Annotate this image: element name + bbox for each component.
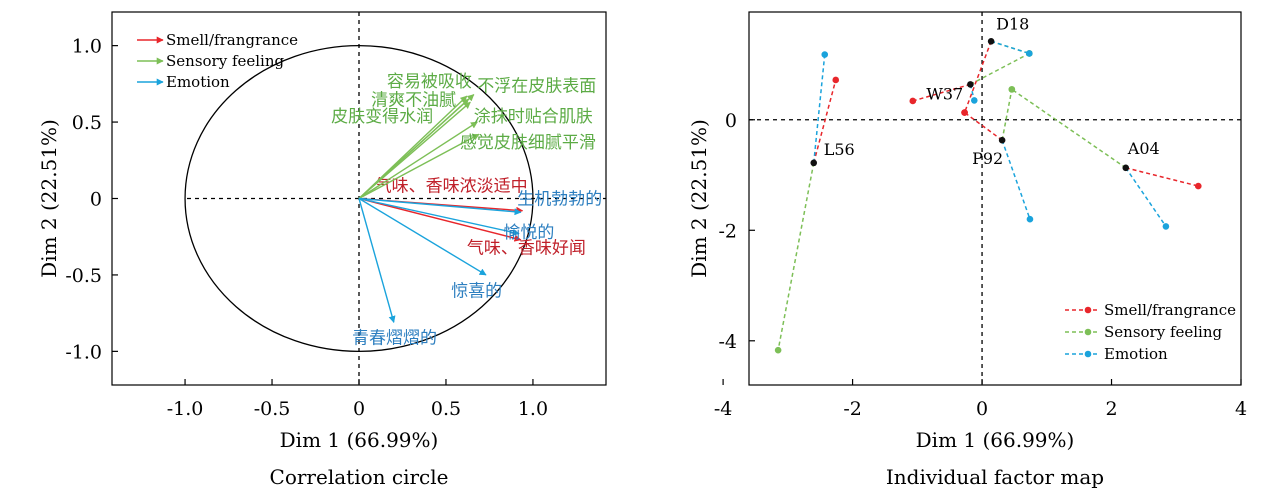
y-tick-label: -4 xyxy=(718,331,737,353)
vector-arrow-emotion xyxy=(358,197,522,216)
product-label: W37 xyxy=(926,84,963,103)
vector-label: 不浮在皮肤表面 xyxy=(477,76,596,96)
connector-d18 xyxy=(990,40,1030,55)
point-smell-frangrance-l56 xyxy=(832,76,840,84)
y-axis-label: Dim 2 (22.51%) xyxy=(37,119,61,278)
legend-label: Smell/frangrance xyxy=(1104,301,1236,319)
vector-arrow-sensory-feeling xyxy=(358,94,475,200)
y-tick-label: 1.0 xyxy=(72,36,102,58)
connector-p92 xyxy=(1001,139,1031,220)
y-axis-label: Dim 2 (22.51%) xyxy=(687,119,711,278)
point-emotion-d18 xyxy=(1026,50,1033,57)
point-emotion-p92 xyxy=(1026,215,1034,223)
point-sensory-feeling-a04 xyxy=(1008,86,1016,93)
connector-p92 xyxy=(964,111,1003,141)
vector-arrow-emotion xyxy=(358,198,396,323)
connector-a04 xyxy=(1125,167,1167,227)
connector-p92 xyxy=(1001,89,1013,141)
legend: Smell/frangrance Sensory feeling Emotion xyxy=(137,31,298,91)
y-tick-label: 0 xyxy=(725,110,737,132)
connector-d18 xyxy=(990,40,1030,55)
vector-arrow-emotion xyxy=(358,197,520,236)
point-smell-frangrance-p92 xyxy=(961,109,968,116)
legend-label: Sensory feeling xyxy=(1104,323,1223,341)
vector-label: 感觉皮肤细腻平滑 xyxy=(460,133,596,153)
x-tick-label: 4 xyxy=(1235,398,1247,420)
vector-label: 气味、香味浓淡适中 xyxy=(375,177,528,197)
vector-label: 气味、香味好闻 xyxy=(467,239,586,259)
vector-label: 青春熠熠的 xyxy=(352,329,437,349)
point-emotion-a04 xyxy=(1162,223,1170,230)
series-smell-frangrance xyxy=(813,41,1202,190)
x-tick-label: 2 xyxy=(1105,398,1117,420)
x-tick-label: 1.0 xyxy=(518,398,548,420)
y-tick-label: 0.5 xyxy=(72,112,102,134)
product-point-a04 xyxy=(1122,164,1130,172)
x-tick-label: -0.5 xyxy=(254,398,291,420)
point-emotion-w37 xyxy=(970,97,978,104)
vector-label: 愉悦的 xyxy=(503,223,554,243)
legend-marker-emotion xyxy=(1084,350,1092,358)
vector-arrow-sensory-feeling xyxy=(358,133,480,200)
legend-label: Sensory feeling xyxy=(166,52,285,70)
vector-label: 皮肤变得水润 xyxy=(331,107,433,127)
legend-label: Emotion xyxy=(166,73,230,91)
product-point-p92 xyxy=(998,136,1006,144)
connector-d18 xyxy=(963,41,992,113)
connector-a04 xyxy=(1011,88,1127,169)
connector-w37 xyxy=(970,52,1030,86)
x-tick-label: -2 xyxy=(843,398,862,420)
product-point-d18 xyxy=(987,37,995,45)
legend: Smell/frangrance Sensory feeling Emotion xyxy=(1065,301,1236,363)
connector-a04 xyxy=(1125,167,1199,187)
plot-frame xyxy=(748,11,1242,386)
connector-l56 xyxy=(777,162,815,351)
product-label: L56 xyxy=(824,140,855,159)
vector-label: 惊喜的 xyxy=(451,281,502,301)
x-tick-label: -4 xyxy=(714,398,733,420)
vector-label: 涂抹时贴合肌肤 xyxy=(474,107,593,127)
x-axis-label: Dim 1 (66.99%) xyxy=(280,428,439,452)
product-label: A04 xyxy=(1127,139,1160,158)
x-tick-label: 0 xyxy=(976,398,988,420)
x-tick-label: 0 xyxy=(353,398,365,420)
vector-label: 容易被吸收 xyxy=(387,72,472,92)
legend-marker-sensory-feeling xyxy=(1084,328,1092,336)
product-points: D18 W37 L56 P92 A04 xyxy=(810,14,1160,172)
product-point-l56 xyxy=(810,159,818,167)
y-tick-label: -2 xyxy=(718,220,737,242)
legend-marker-smell-frangrance xyxy=(1084,306,1092,314)
panel-subtitle: Individual factor map xyxy=(886,465,1104,489)
point-smell-frangrance-a04 xyxy=(1194,182,1202,190)
panel-subtitle: Correlation circle xyxy=(270,465,449,489)
product-label: D18 xyxy=(996,14,1029,33)
product-label: P92 xyxy=(972,149,1003,168)
point-emotion-l56 xyxy=(821,51,829,58)
individual-factor-map-panel: -4 -2 0 2 4 -4 -2 0 Dim 1 (66.99%) Individual fac… xyxy=(687,11,1247,489)
series-emotion xyxy=(812,40,1170,230)
connector-w37 xyxy=(912,83,971,102)
x-axis-label: Dim 1 (66.99%) xyxy=(916,428,1075,452)
unit-circle xyxy=(184,44,534,353)
x-tick-label: -1.0 xyxy=(167,398,204,420)
y-tick-label: -1.0 xyxy=(65,341,102,363)
vector-arrow-sensory-feeling xyxy=(358,121,478,200)
legend-label: Smell/frangrance xyxy=(166,31,298,49)
x-tick-label: 0.5 xyxy=(431,398,461,420)
vector-label: 生机勃勃的 xyxy=(517,190,602,210)
y-tick-label: 0 xyxy=(90,189,102,211)
y-tick-label: -0.5 xyxy=(65,265,102,287)
point-smell-frangrance-w37 xyxy=(909,97,917,105)
vector-arrow-smell-frangrance xyxy=(358,197,522,242)
legend-label: Emotion xyxy=(1104,345,1168,363)
vector-label: 清爽不油腻 xyxy=(371,90,456,110)
connector-l56 xyxy=(813,79,837,164)
vector-arrow-emotion xyxy=(358,197,487,276)
correlation-circle-panel: -1.0 -0.5 0 0.5 1.0 -1.0 -0.5 0 0.5 1.0 Dim 1 (66.… xyxy=(37,11,607,489)
point-sensory-feeling-l56 xyxy=(774,346,782,354)
product-point-w37 xyxy=(967,81,974,88)
